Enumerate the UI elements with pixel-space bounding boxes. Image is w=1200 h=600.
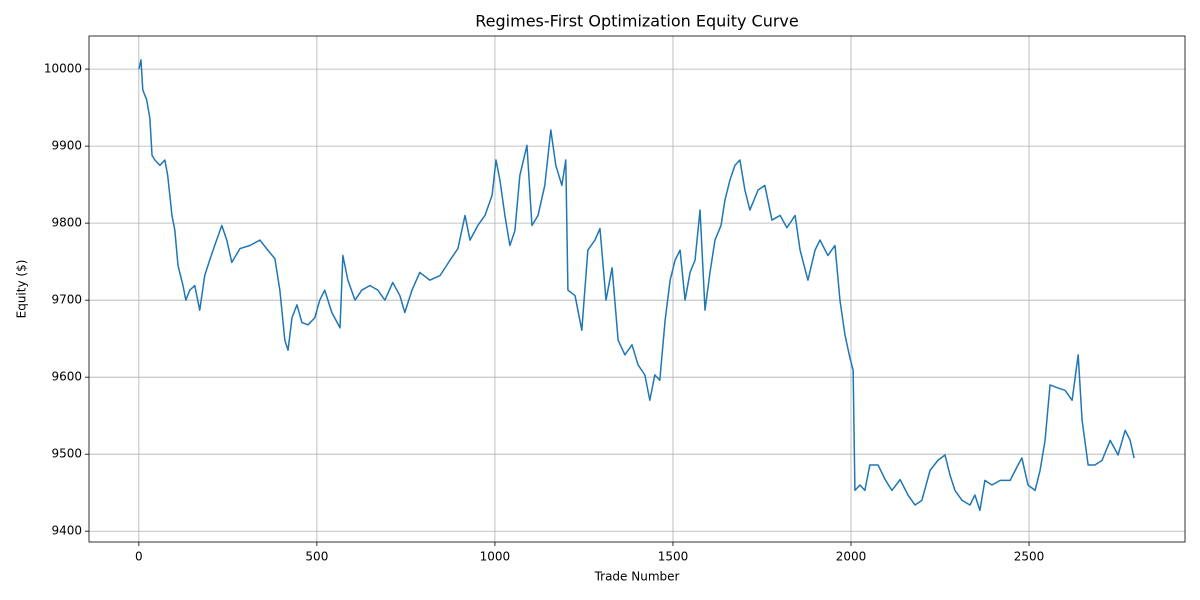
x-tick-label: 0 bbox=[135, 550, 143, 564]
chart-title: Regimes-First Optimization Equity Curve bbox=[475, 12, 798, 31]
y-axis-label: Equity ($) bbox=[15, 260, 29, 319]
x-tick-label: 2000 bbox=[836, 550, 867, 564]
y-tick-label: 10000 bbox=[44, 62, 82, 76]
y-tick-label: 9400 bbox=[51, 524, 82, 538]
y-tick-label: 9900 bbox=[51, 139, 82, 153]
plot-frame bbox=[88, 35, 1186, 543]
x-tick-label: 500 bbox=[305, 550, 328, 564]
x-tick-label: 1500 bbox=[658, 550, 689, 564]
x-tick-label: 1000 bbox=[480, 550, 511, 564]
y-tick-label: 9600 bbox=[51, 370, 82, 384]
y-tick-label: 9700 bbox=[51, 293, 82, 307]
y-tick-label: 9500 bbox=[51, 447, 82, 461]
x-axis-label: Trade Number bbox=[594, 570, 680, 584]
equity-line bbox=[138, 59, 1135, 512]
y-tick-label: 9800 bbox=[51, 216, 82, 230]
x-tick-label: 2500 bbox=[1014, 550, 1045, 564]
